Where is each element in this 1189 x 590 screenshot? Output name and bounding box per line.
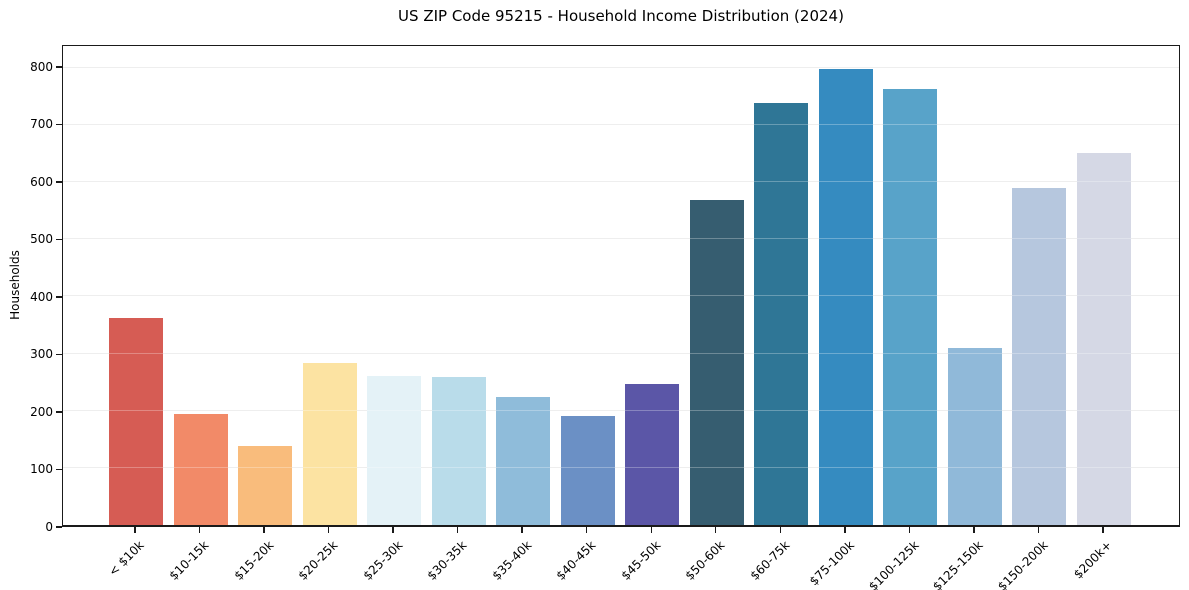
y-axis-label: Households [8,250,22,320]
y-tick-mark [56,238,62,241]
y-tick-mark [56,353,62,356]
y-tick-label: 200 [30,404,53,419]
bar [560,415,615,525]
plot-area [62,45,1180,527]
y-tick-mark [56,296,62,298]
x-tick-label: $50-60k [682,538,728,583]
gridline [63,466,1179,468]
gridline [63,66,1179,68]
gridline-overlay [63,466,1179,468]
gridline-overlay [63,409,1179,411]
gridline [63,238,1179,240]
x-tick-label: $35-40k [489,538,535,583]
gridline-overlay [63,352,1179,354]
gridline-overlay [63,181,1179,183]
y-tick-label: 300 [30,347,53,362]
gridline [63,295,1179,297]
x-tick-mark [779,527,781,533]
x-tick-mark [198,527,201,533]
y-tick-mark [56,66,62,68]
x-tick-mark [973,527,975,533]
x-tick-mark [1102,527,1104,533]
bar [1076,153,1131,525]
bar [754,102,809,525]
x-tick-label: $100-125k [865,538,922,590]
y-tick-label: 0 [45,520,53,534]
x-tick-label: $200k+ [1071,538,1115,582]
x-tick-mark [844,527,846,533]
x-tick-mark [715,527,717,533]
bar [367,376,422,525]
x-tick-mark [134,527,136,533]
x-tick-label: $20-25k [295,538,341,583]
x-tick-mark [392,527,394,533]
y-tick-mark [56,181,62,183]
x-tick-mark [650,527,652,533]
y-tick-label: 700 [30,117,53,132]
x-tick-label: $60-75k [747,538,793,583]
gridline [63,123,1179,125]
x-tick-label: $10-15k [166,538,212,583]
x-tick-label: $15-20k [231,538,276,583]
bar [818,68,873,525]
x-tick-label: $25-30k [360,538,406,583]
x-tick-label: $30-35k [424,538,470,583]
x-tick-label: $45-50k [618,538,664,583]
y-tick-label: 500 [30,232,53,247]
y-tick-mark [56,526,62,528]
x-tick-mark [1037,527,1040,533]
x-tick-mark [586,527,588,533]
x-tick-label: $75-100k [806,538,857,589]
x-tick-mark [327,527,330,533]
gridline-overlay [63,123,1179,125]
y-tick-label: 100 [30,462,53,477]
x-tick-mark [521,527,523,533]
x-tick-mark [456,527,459,533]
bar [689,200,744,525]
bar [947,348,1002,525]
bar [496,396,551,525]
gridline [63,409,1179,411]
bar [173,413,228,525]
bar [431,376,486,525]
bar [302,362,357,525]
y-tick-label: 800 [30,59,53,74]
y-tick-mark [56,123,62,126]
gridline-overlay [63,66,1179,68]
gridline-overlay [63,238,1179,240]
chart-title: US ZIP Code 95215 - Household Income Dis… [398,7,844,25]
y-tick-label: 600 [30,174,53,189]
gridline-overlay [63,295,1179,297]
y-tick-mark [56,468,62,471]
x-tick-mark [263,527,265,533]
gridline [63,352,1179,354]
x-tick-label: < $10k [106,538,147,579]
bar [883,88,938,525]
y-tick-mark [56,411,62,413]
x-tick-mark [908,527,911,533]
bar [1012,188,1067,525]
bar [238,445,293,525]
bar [109,318,163,525]
x-tick-label: $150-200k [994,538,1051,590]
x-tick-label: $125-150k [930,538,986,590]
x-tick-label: $40-45k [553,538,599,583]
y-tick-label: 400 [30,289,53,304]
gridline [63,181,1179,183]
bar [625,383,680,525]
